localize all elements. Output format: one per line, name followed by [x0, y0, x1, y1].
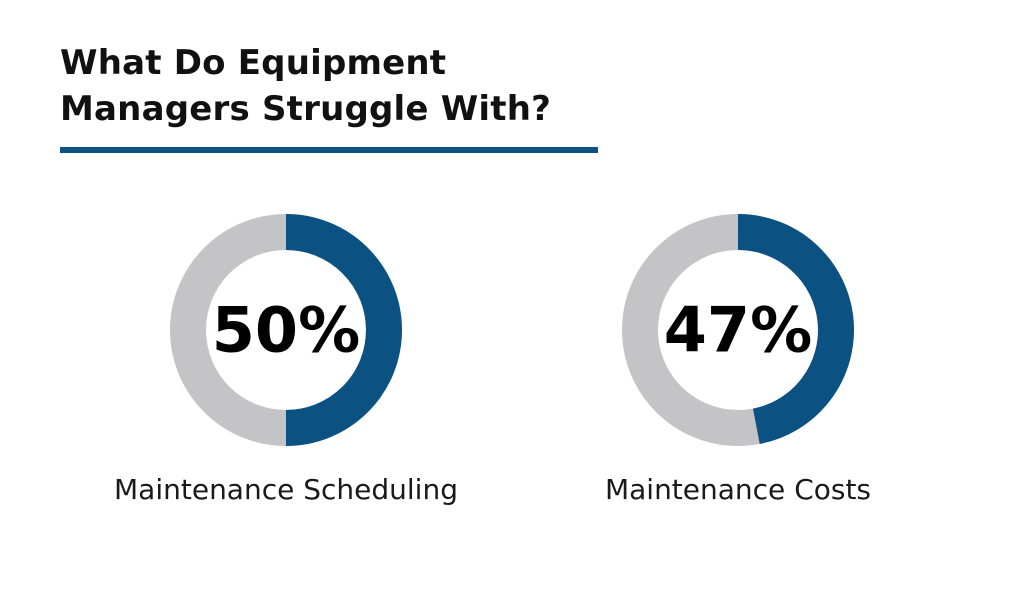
donut-value-arc — [737, 214, 854, 444]
chart-title-line-2: Managers Struggle With? — [60, 89, 552, 129]
donut-chart-maintenance-scheduling: 50% — [156, 200, 416, 460]
chart-title: What Do Equipment Managers Struggle With… — [60, 40, 551, 132]
donut-value-arc — [285, 214, 402, 446]
chart-title-line-1: What Do Equipment — [60, 43, 447, 83]
donut-svg-maintenance-costs: 47% — [622, 214, 854, 446]
donut-label-maintenance-costs: Maintenance Costs — [604, 473, 872, 506]
donut-svg-maintenance-scheduling: 50% — [170, 214, 402, 446]
title-underline — [60, 147, 598, 153]
donut-center-value: 47% — [664, 294, 812, 367]
donut-chart-maintenance-costs: 47% — [608, 200, 868, 460]
donut-center-value: 50% — [212, 294, 360, 367]
donut-label-maintenance-scheduling: Maintenance Scheduling — [114, 473, 458, 506]
